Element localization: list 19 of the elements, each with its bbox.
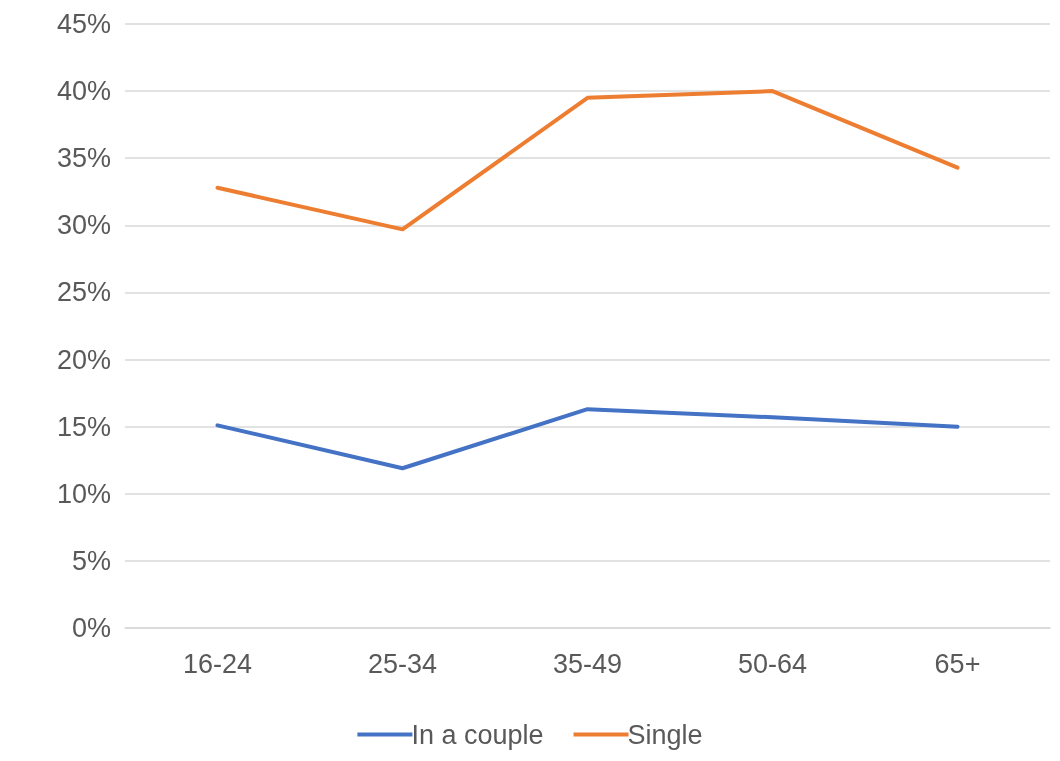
y-tick-label: 10% <box>56 478 111 509</box>
y-tick-label: 30% <box>56 210 111 241</box>
y-tick-label: 45% <box>56 9 111 39</box>
y-tick-label: 35% <box>56 143 111 174</box>
line-series <box>215 407 960 471</box>
y-tick-label: 25% <box>56 277 111 308</box>
legend-label: In a couple <box>411 719 544 750</box>
x-tick-label: 25-34 <box>367 648 438 679</box>
line-series <box>215 89 960 232</box>
x-tick-label: 50-64 <box>737 648 808 679</box>
x-tick-label: 16-24 <box>182 648 253 679</box>
x-tick-label: 35-49 <box>552 648 623 679</box>
x-tick-label: 65+ <box>934 648 981 679</box>
y-tick-label: 15% <box>56 411 111 442</box>
legend-label: Single <box>627 719 703 750</box>
y-tick-label: 0% <box>71 613 111 643</box>
y-tick-label: 5% <box>71 545 111 576</box>
y-tick-label: 40% <box>56 76 111 107</box>
y-tick-label: 20% <box>56 344 111 375</box>
